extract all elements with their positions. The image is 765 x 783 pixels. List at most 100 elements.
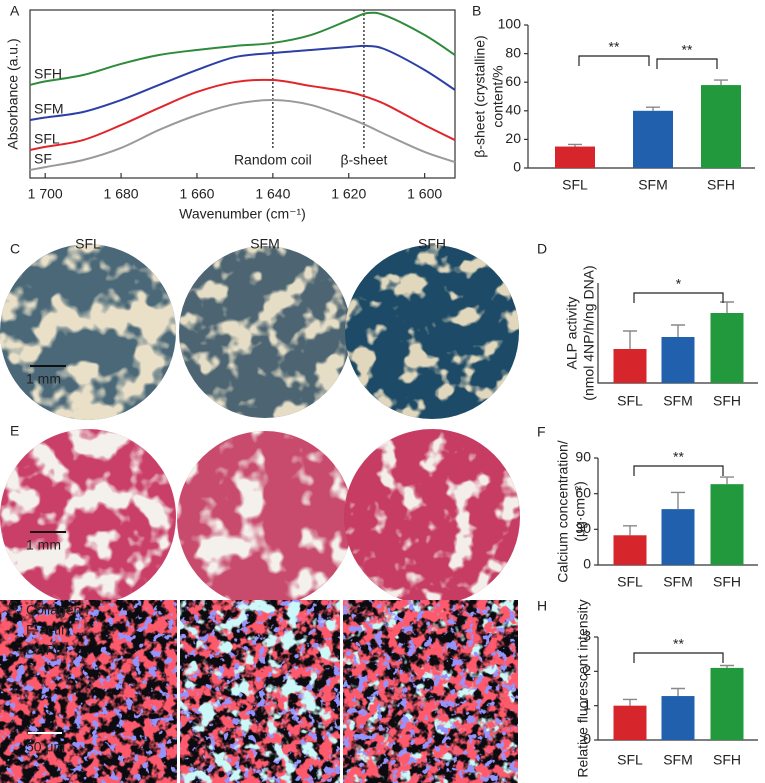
y-axis-label: content/% (490, 65, 506, 127)
bar (613, 349, 647, 383)
annotation: Random coil (234, 152, 312, 168)
micrograph-texture (177, 431, 353, 607)
stain-label: DAPI (26, 642, 59, 658)
y-tick-label: 60 (505, 73, 521, 89)
series-label: SF (34, 151, 52, 167)
y-axis-label: Absorbance (a.u.) (5, 38, 21, 149)
micrograph-texture (0, 244, 176, 420)
micrograph (177, 431, 353, 607)
y-axis-label: Calcium concentration/ (555, 440, 571, 583)
x-tick-label: SFM (663, 752, 693, 768)
bar (661, 337, 695, 383)
panel-letter: E (10, 423, 19, 439)
micrograph-texture (179, 246, 351, 418)
bar (661, 696, 695, 740)
error-bar (568, 143, 582, 147)
significance-label: ** (609, 39, 620, 55)
bar (710, 313, 744, 383)
significance-bracket (633, 652, 724, 663)
series-line (29, 11, 456, 86)
micrograph-texture (0, 600, 177, 783)
bar (633, 110, 673, 168)
bar (710, 667, 744, 740)
micrograph (180, 600, 340, 783)
plot-frame (29, 9, 456, 179)
y-tick-label: 60 (575, 484, 591, 500)
y-tick-label: 20 (505, 130, 521, 146)
significance-bracket (633, 292, 724, 303)
bar (613, 535, 647, 565)
micrograph (0, 429, 176, 605)
x-tick-label: 1 660 (179, 186, 214, 202)
bar (613, 705, 647, 740)
series-line (29, 44, 456, 122)
x-tick-label: SFH (707, 177, 735, 193)
y-axis-label: (μg·cm⁻²) (572, 481, 588, 542)
image-label: SFL (75, 236, 101, 252)
error-bar (720, 664, 734, 668)
x-tick-label: SFM (663, 574, 693, 590)
x-tick-label: 1 640 (255, 186, 290, 202)
significance-label: ** (682, 42, 693, 58)
panel-letter: A (10, 3, 20, 19)
stain-label: F-actin (26, 622, 69, 638)
significance-label: * (676, 276, 682, 292)
significance-bracket (578, 55, 650, 66)
y-tick-label: 1 (583, 696, 591, 712)
error-bar (646, 106, 660, 111)
x-tick-label: 1 680 (104, 186, 139, 202)
micrograph (343, 600, 518, 783)
y-axis-label: (nmol 4NP/h/ng DNA) (581, 265, 597, 400)
micrograph-texture (343, 600, 518, 783)
y-tick-label: 2 (583, 662, 591, 678)
error-bar (671, 491, 685, 510)
series-line (29, 78, 456, 151)
x-axis-label: Wavenumber (cm⁻¹) (179, 206, 306, 222)
error-bar (714, 79, 728, 86)
y-axis-label: ALP activity (564, 297, 580, 370)
x-tick-label: SFL (562, 177, 588, 193)
x-tick-label: SFL (617, 574, 643, 590)
panel-letter: B (472, 3, 481, 19)
panel-letter: H (537, 598, 547, 614)
bar (701, 85, 741, 168)
y-tick-label: 0 (583, 556, 591, 572)
x-tick-label: SFL (617, 752, 643, 768)
y-tick-label: 100 (498, 16, 522, 32)
error-bar (623, 330, 637, 349)
y-tick-label: 80 (505, 44, 521, 60)
micrograph-texture (180, 600, 340, 783)
x-tick-label: 1 620 (331, 186, 366, 202)
y-tick-label: 0 (583, 731, 591, 747)
y-axis-label: Relative fluorescent intensity (575, 599, 591, 777)
y-tick-label: 90 (575, 449, 591, 465)
error-bar (671, 324, 685, 337)
micrograph (344, 429, 520, 605)
micrograph (179, 246, 351, 418)
bar (555, 146, 595, 168)
scale-bar-label: 1 mm (26, 537, 61, 553)
y-tick-label: 30 (575, 520, 591, 536)
image-label: SFM (250, 236, 280, 252)
significance-bracket (633, 465, 724, 476)
panel-letter: C (10, 241, 20, 257)
micrograph-texture (0, 429, 176, 605)
x-tick-label: SFM (638, 177, 668, 193)
bar (710, 484, 744, 565)
x-tick-label: SFM (663, 393, 693, 409)
scale-bar-label: 1 mm (26, 371, 61, 387)
y-tick-label: 0 (513, 159, 521, 175)
micrograph (345, 245, 519, 419)
error-bar (671, 687, 685, 697)
micrograph (0, 600, 177, 783)
axes (597, 283, 758, 384)
micrograph-texture (344, 429, 520, 605)
series-label: SFL (34, 131, 60, 147)
y-tick-label: 3 (583, 628, 591, 644)
series-label: SFM (34, 101, 64, 117)
x-tick-label: SFH (713, 752, 741, 768)
significance-label: ** (673, 449, 684, 465)
x-tick-label: SFL (617, 393, 643, 409)
micrograph (0, 244, 176, 420)
